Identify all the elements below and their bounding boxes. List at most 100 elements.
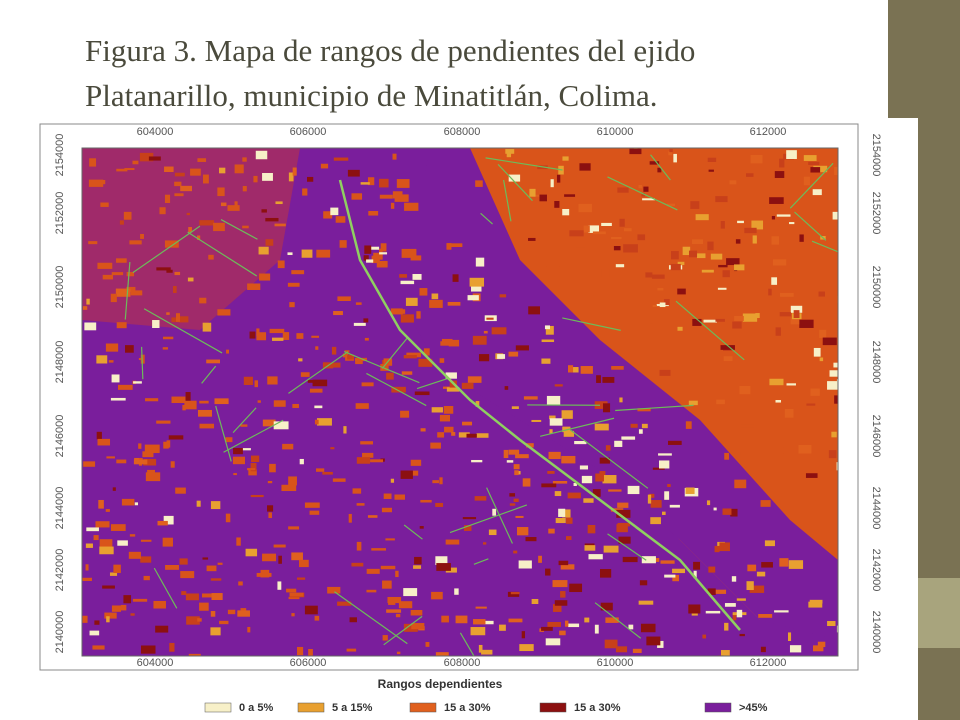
terrain-patch <box>97 262 113 269</box>
terrain-patch <box>412 273 422 280</box>
parcel-line <box>486 487 513 544</box>
terrain-patch <box>416 311 421 319</box>
terrain-patch <box>666 203 675 207</box>
terrain-patch <box>311 335 320 338</box>
terrain-patch <box>454 588 459 595</box>
terrain-patch <box>649 320 653 324</box>
terrain-patch <box>808 601 823 608</box>
terrain-patch <box>467 295 479 301</box>
terrain-patch <box>130 613 135 616</box>
terrain-patch <box>400 410 410 418</box>
terrain-patch <box>119 220 124 225</box>
terrain-patch <box>364 337 369 341</box>
terrain-patch <box>197 409 212 417</box>
terrain-patch <box>390 202 395 209</box>
terrain-patch <box>579 465 589 470</box>
terrain-patch <box>353 322 366 326</box>
terrain-patch <box>469 277 485 287</box>
terrain-patch <box>166 440 171 448</box>
terrain-patch <box>346 648 357 652</box>
terrain-patch <box>786 383 796 386</box>
terrain-patch <box>707 588 716 596</box>
terrain-patch <box>693 561 701 570</box>
terrain-patch <box>784 408 794 418</box>
terrain-patch <box>775 327 781 336</box>
y-coordinate-label: 2140000 <box>54 611 66 654</box>
terrain-patch <box>690 201 700 209</box>
terrain-patch <box>638 184 642 189</box>
terrain-patch <box>790 305 803 313</box>
terrain-patch <box>810 167 821 173</box>
terrain-patch <box>836 462 838 471</box>
terrain-patch <box>573 482 577 486</box>
terrain-patch <box>102 274 114 280</box>
y-coordinate-label: 2150000 <box>54 266 66 309</box>
terrain-patch <box>298 358 303 362</box>
terrain-patch <box>199 297 207 304</box>
terrain-patch <box>467 376 482 383</box>
terrain-patch <box>408 470 419 476</box>
terrain-patch <box>602 376 615 383</box>
terrain-patch <box>363 318 369 323</box>
map-border <box>39 123 859 671</box>
terrain-patch <box>549 415 556 420</box>
terrain-patch <box>99 546 114 555</box>
terrain-patch <box>566 517 573 524</box>
terrain-patch <box>142 451 154 458</box>
terrain-patch <box>347 355 354 360</box>
terrain-patch <box>710 253 723 260</box>
map-raster <box>82 148 838 656</box>
terrain-patch <box>651 274 665 279</box>
terrain-patch <box>175 487 186 494</box>
terrain-patch <box>552 580 568 588</box>
terrain-patch <box>92 645 105 650</box>
terrain-patch <box>664 491 670 500</box>
terrain-patch <box>93 535 99 541</box>
terrain-patch <box>356 457 371 464</box>
terrain-patch <box>443 406 454 414</box>
parcel-line <box>607 533 647 561</box>
terrain-patch <box>162 347 168 350</box>
terrain-patch <box>234 164 244 174</box>
terrain-patch <box>118 384 133 390</box>
terrain-patch <box>803 176 810 186</box>
terrain-patch <box>202 593 212 598</box>
terrain-patch <box>418 358 433 367</box>
terrain-patch <box>339 240 347 248</box>
terrain-patch <box>622 556 638 563</box>
terrain-patch <box>206 565 217 572</box>
terrain-patch <box>233 473 237 476</box>
terrain-patch <box>521 631 526 639</box>
terrain-patch <box>641 192 646 197</box>
terrain-patch <box>617 187 629 193</box>
terrain-patch <box>616 524 628 533</box>
terrain-patch <box>240 424 248 427</box>
terrain-patch <box>722 508 732 515</box>
terrain-patch <box>213 222 225 232</box>
terrain-patch <box>569 583 583 593</box>
terrain-patch <box>472 335 487 345</box>
terrain-patch <box>254 380 259 388</box>
terrain-patch <box>708 566 716 573</box>
terrain-patch <box>361 382 374 387</box>
terrain-patch <box>793 310 800 319</box>
terrain-patch <box>425 641 430 647</box>
terrain-patch <box>97 438 111 446</box>
terrain-patch <box>724 603 736 607</box>
terrain-patch <box>799 319 814 328</box>
terrain-patch <box>262 419 276 427</box>
terrain-patch <box>548 528 555 534</box>
terrain-patch <box>570 367 579 373</box>
terrain-patch <box>447 301 461 306</box>
slide-title: Figura 3. Mapa de rangos de pendientes d… <box>85 28 695 118</box>
terrain-patch <box>281 484 297 492</box>
terrain-patch <box>720 221 725 229</box>
terrain-patch <box>702 634 707 639</box>
terrain-patch <box>444 426 454 433</box>
terrain-patch <box>330 447 335 450</box>
terrain-patch <box>744 227 757 234</box>
terrain-patch <box>506 151 512 158</box>
terrain-patch <box>156 267 171 271</box>
